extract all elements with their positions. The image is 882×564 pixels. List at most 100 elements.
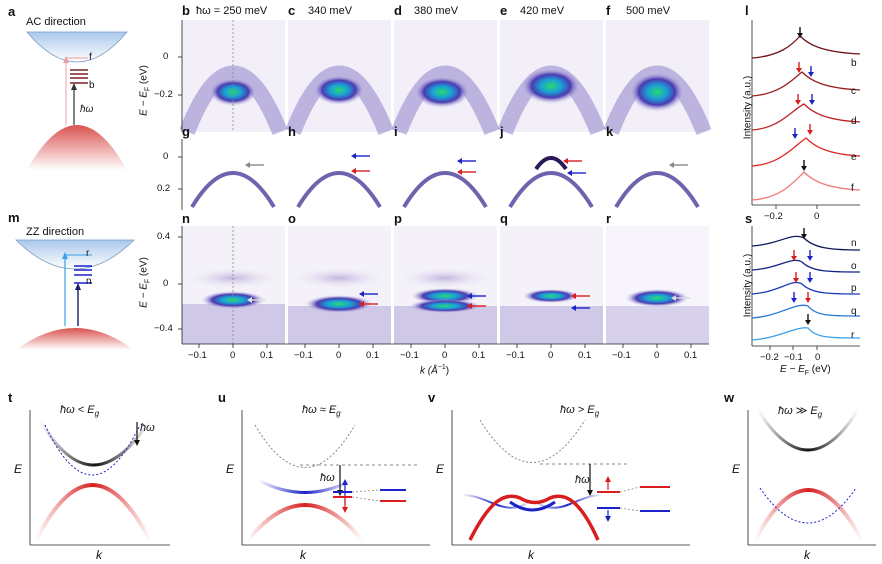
panel-label-i: i xyxy=(394,124,398,139)
photon-energy-420: 420 meV xyxy=(520,5,565,17)
kticks-p-0: −0.1 xyxy=(400,350,419,361)
v-k-axis: k xyxy=(528,548,534,562)
kticks-r-2: 0.1 xyxy=(684,350,698,361)
panel-label-u: u xyxy=(218,390,226,405)
kticks-q-2: 0.1 xyxy=(578,350,592,361)
l-xtick-1: 0 xyxy=(814,211,820,222)
l-xtick-0: −0.2 xyxy=(764,211,783,222)
u-k-axis: k xyxy=(300,548,306,562)
kticks-o-0: −0.1 xyxy=(294,350,313,361)
ac-direction-title: AC direction xyxy=(26,16,86,28)
panel-label-q: q xyxy=(500,211,508,226)
photon-energy-500: 500 meV xyxy=(626,5,671,17)
photon-energy-380: 380 meV xyxy=(414,5,459,17)
edc-l-label-f: f xyxy=(851,183,854,194)
panel-label-t: t xyxy=(8,390,13,405)
s-xtick-2: 0 xyxy=(815,352,821,363)
panel-w-diagram xyxy=(747,409,876,546)
panel-label-v: v xyxy=(428,390,436,405)
ytick-top-0: 0 xyxy=(163,51,169,62)
ac-label-b: b xyxy=(89,80,95,91)
edc-s-label-o: o xyxy=(851,261,857,272)
panel-label-k: k xyxy=(606,124,614,139)
edc-l-label-d: d xyxy=(851,116,857,127)
panel-label-d: d xyxy=(394,3,402,18)
ytick-bot-2: −0.4 xyxy=(154,323,173,334)
w-k-axis: k xyxy=(804,548,810,562)
kticks-n-1: 0 xyxy=(230,350,236,361)
panel-t-diagram xyxy=(29,410,170,546)
kticks-n-2: 0.1 xyxy=(260,350,274,361)
zz-label-r: r xyxy=(86,248,90,259)
zz-direction-title: ZZ direction xyxy=(26,226,85,238)
panel-label-n: n xyxy=(182,211,190,226)
panel-v-diagram xyxy=(451,410,690,546)
kticks-n-0: −0.1 xyxy=(188,350,207,361)
ytick-bot-0: 0.4 xyxy=(157,231,171,242)
zz-band-schematic xyxy=(15,239,135,350)
bottom-row-images xyxy=(178,226,709,344)
panel-label-c: c xyxy=(288,3,296,18)
panel-label-m: m xyxy=(8,210,20,225)
panel-label-j: j xyxy=(500,124,504,139)
ytick-mid-0: 0 xyxy=(163,151,169,162)
edc-l-label-c: c xyxy=(851,86,856,97)
spec-xlabel: E − EF (eV) xyxy=(780,364,831,377)
panel-label-a: a xyxy=(8,4,16,19)
panel-label-s: s xyxy=(745,211,753,226)
edc-s-label-q: q xyxy=(851,306,857,317)
u-hw-label: ħω xyxy=(320,472,335,484)
u-E-axis: E xyxy=(226,462,235,476)
photon-energy-250: ħω = 250 meV xyxy=(196,5,268,17)
kticks-q-1: 0 xyxy=(548,350,554,361)
panel-label-h: h xyxy=(288,124,296,139)
panel-label-p: p xyxy=(394,211,402,226)
kticks-p-2: 0.1 xyxy=(472,350,486,361)
kticks-q-0: −0.1 xyxy=(506,350,525,361)
intensity-label-s: Intensity (a.u.) xyxy=(742,253,754,318)
t-title: ħω < Eg xyxy=(60,404,100,419)
kticks-r-1: 0 xyxy=(654,350,660,361)
panel-label-g: g xyxy=(182,124,190,139)
s-xtick-0: −0.2 xyxy=(760,352,779,363)
v-title: ħω > Eg xyxy=(560,404,600,419)
edc-l-label-e: e xyxy=(851,152,857,163)
edc-s-label-n: n xyxy=(851,238,857,249)
v-hw-label: ħω xyxy=(575,474,590,486)
s-xtick-1: −0.1 xyxy=(784,352,803,363)
zz-label-n: n xyxy=(86,276,92,287)
ytick-top-1: −0.2 xyxy=(154,89,173,100)
panel-label-l: l xyxy=(745,3,749,18)
panel-label-r: r xyxy=(606,211,612,226)
t-E-axis: E xyxy=(14,462,23,476)
top-row-images xyxy=(179,20,712,135)
ytick-mid-1: 0.2 xyxy=(157,183,171,194)
u-title: ħω ≈ Eg xyxy=(302,404,341,419)
kticks-p-1: 0 xyxy=(442,350,448,361)
edc-s-label-p: p xyxy=(851,283,857,294)
kticks-r-0: −0.1 xyxy=(612,350,631,361)
edc-s-label-r: r xyxy=(851,330,855,341)
middle-row-images xyxy=(190,153,700,209)
band-schematics-bottom xyxy=(29,409,876,546)
panel-label-e: e xyxy=(500,3,508,18)
panel-label-f: f xyxy=(606,3,611,18)
panel-label-w: w xyxy=(724,390,735,405)
kticks-o-2: 0.1 xyxy=(366,350,380,361)
ytick-bot-1: 0 xyxy=(163,278,169,289)
kticks-o-1: 0 xyxy=(336,350,342,361)
intensity-label-l: Intensity (a.u.) xyxy=(742,75,754,140)
w-title: ħω ≫ Eg xyxy=(778,405,823,420)
ylabel-top: E − EF (eV) xyxy=(138,65,152,116)
k-axis-label: k (Å−1) xyxy=(420,364,450,377)
ac-label-f: f xyxy=(89,52,92,63)
t-k-axis: k xyxy=(96,548,102,562)
ac-hw-label: ħω xyxy=(80,104,94,115)
ac-band-schematic xyxy=(26,31,128,170)
photon-energy-340: 340 meV xyxy=(308,5,353,17)
t-hw-label: ħω xyxy=(140,422,155,434)
panel-u-diagram xyxy=(241,410,430,546)
edc-panels xyxy=(751,20,861,350)
v-E-axis: E xyxy=(436,462,445,476)
